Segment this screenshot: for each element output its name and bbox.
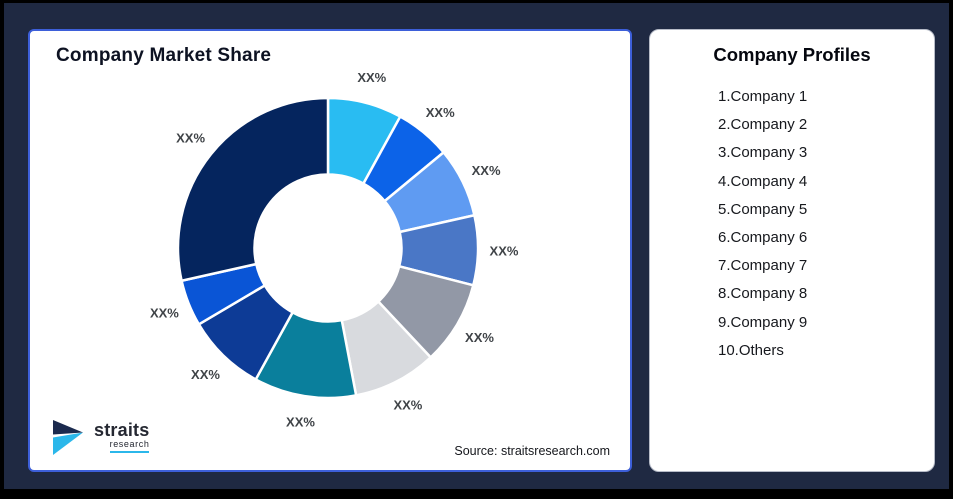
market-share-panel: Company Market Share XX% XX% XX% XX% XX% XX% X… [28, 29, 632, 472]
profile-list-item: 2.Company 2 [718, 116, 808, 134]
company-profiles-panel: Company Profiles 1.Company 1 2.Company 2 3… [649, 29, 935, 472]
chart-title: Company Market Share [56, 45, 272, 66]
profile-list-item: 8.Company 8 [718, 285, 808, 303]
logo-subtitle: research [109, 439, 150, 454]
donut-segment-label-10: XX% [176, 131, 205, 146]
straits-logo-icon [53, 420, 83, 455]
market-share-donut: XX% XX% XX% XX% XX% XX% XX% XX% XX% XX% [150, 70, 519, 429]
donut-segment-label-5: XX% [465, 330, 494, 345]
profile-list-item: 6.Company 6 [718, 229, 808, 247]
donut-segment-label-3: XX% [472, 163, 501, 178]
company-profiles-list: 1.Company 1 2.Company 2 3.Company 3 4.Compa… [650, 83, 934, 365]
donut-segment-label-7: XX% [286, 414, 315, 429]
donut-segment-label-8: XX% [191, 367, 220, 382]
source-note: Source: straitsresearch.com [454, 444, 610, 458]
logo-name: straits [94, 419, 150, 440]
profile-list-item: 7.Company 7 [718, 257, 808, 275]
profile-list-item: 5.Company 5 [718, 200, 808, 218]
straits-research-logo: straits research [52, 418, 150, 456]
donut-segment-label-9: XX% [150, 305, 179, 320]
profile-list-item: 1.Company 1 [718, 88, 808, 105]
donut-segment-label-4: XX% [490, 243, 519, 258]
profile-list-item: 9.Company 9 [718, 313, 808, 331]
donut-segment-label-6: XX% [393, 397, 422, 412]
donut-segment-label-1: XX% [357, 70, 386, 85]
logo-text: straits research [94, 419, 150, 454]
profile-list-item: 10.Others [718, 341, 784, 359]
profile-list-item: 3.Company 3 [718, 144, 808, 162]
donut-segment-label-2: XX% [426, 105, 455, 120]
donut-segment-10 [176, 96, 330, 282]
profile-list-item: 4.Company 4 [718, 172, 808, 190]
profiles-title: Company Profiles [713, 44, 871, 65]
